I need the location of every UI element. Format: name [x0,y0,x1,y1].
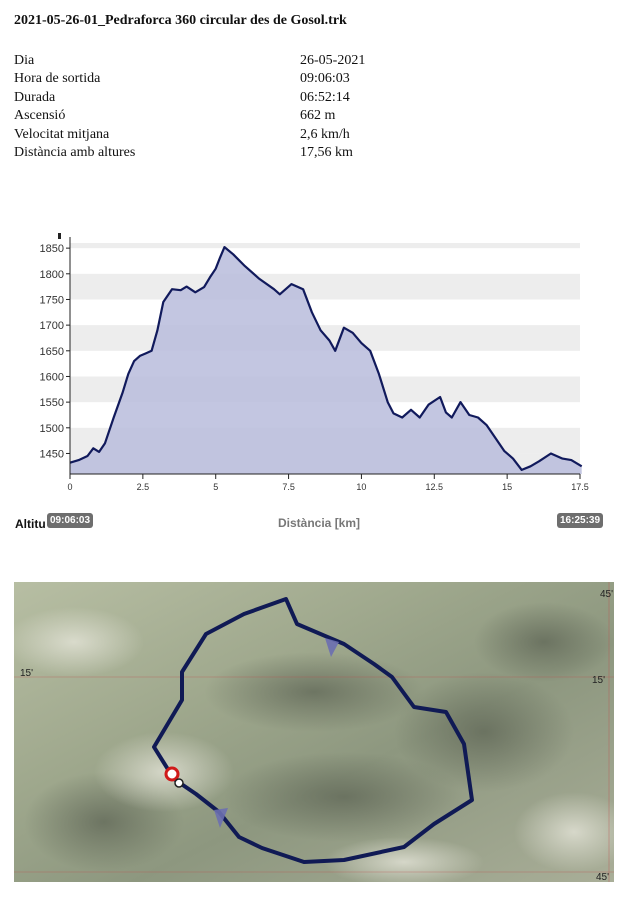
y-tick-label: 1550 [40,397,64,409]
x-tick-label: 17.5 [571,482,589,492]
elevation-line [69,246,583,471]
y-tick-label: 1600 [40,371,64,383]
y-tick-label: 1450 [40,448,64,460]
grid-band [70,243,580,249]
y-tick-label: 1650 [40,346,64,358]
direction-marker-icon [214,808,228,828]
page-title: 2021-05-26-01_Pedraforca 360 circular de… [14,13,347,28]
elevation-area [70,247,582,474]
track-stats: Dia 26-05-2021 Hora de sortida 09:06:03 … [14,52,365,162]
y-tick-label: 1750 [40,294,64,306]
map-grid-label: 15' [20,668,33,679]
y-tick-label: 1800 [40,269,64,281]
y-tick-label: 1700 [40,320,64,332]
map-grid-label: 45' [596,872,609,882]
elevation-chart[interactable]: 1450 1500 1550 1600 1650 1700 1750 1800 1850 0 2.5… [0,230,632,540]
map-grid-lines [14,582,614,882]
stat-label: Ascensió [14,108,66,124]
start-marker-icon[interactable] [164,766,180,782]
stat-label: Durada [14,89,56,105]
map-grid-label: 45' [600,589,613,600]
y-tick-label: 1500 [40,423,64,435]
route-map-svg: 45' 15' 15' 45' [14,582,614,882]
map-grid-label: 15' [592,675,605,686]
stat-value: 662 m [300,108,336,124]
map-hillshade [14,602,614,882]
stat-row-distance: Distància amb altures 17,56 km [14,144,365,162]
elevation-chart-svg: 1450 1500 1550 1600 1650 1700 1750 1800 1850 0 2.5… [40,233,589,492]
stat-value: 2,6 km/h [300,126,350,142]
stat-value: 06:52:14 [300,89,350,105]
y-axis-cap [58,233,61,239]
x-tick-label: 5 [213,482,218,492]
stat-label: Hora de sortida [14,71,101,87]
direction-marker-icon [325,638,339,657]
stat-row-duration: Durada 06:52:14 [14,89,365,107]
y-axis-label: Altitu [15,517,46,531]
x-tick-label: 12.5 [426,482,444,492]
stat-row-start-time: Hora de sortida 09:06:03 [14,70,365,88]
x-tick-label: 15 [502,482,512,492]
stat-label: Distància amb altures [14,145,136,161]
start-time-badge[interactable]: 09:06:03 [47,513,94,528]
x-tick-label: 0 [67,482,72,492]
x-tick-label: 2.5 [137,482,150,492]
stat-value: 26-05-2021 [300,53,366,68]
route-map[interactable]: 45' 15' 15' 45' [14,582,614,882]
stat-row-ascent: Ascensió 662 m [14,107,365,125]
grid-band [70,273,580,300]
stat-label: Velocitat mitjana [14,126,110,142]
y-tick-label: 1850 [40,243,64,255]
stat-label: Dia [14,53,35,68]
stat-row-avg-speed: Velocitat mitjana 2,6 km/h [14,126,365,144]
stat-value: 17,56 km [300,145,353,161]
end-marker-icon[interactable] [174,778,184,788]
x-tick-label: 10 [356,482,366,492]
end-time-badge[interactable]: 16:25:39 [557,513,604,528]
route-track[interactable] [152,597,474,864]
stat-row-date: Dia 26-05-2021 [14,52,365,70]
x-tick-label: 7.5 [282,482,295,492]
stat-value: 09:06:03 [300,71,350,87]
x-axis-label: Distància [km] [278,516,361,530]
